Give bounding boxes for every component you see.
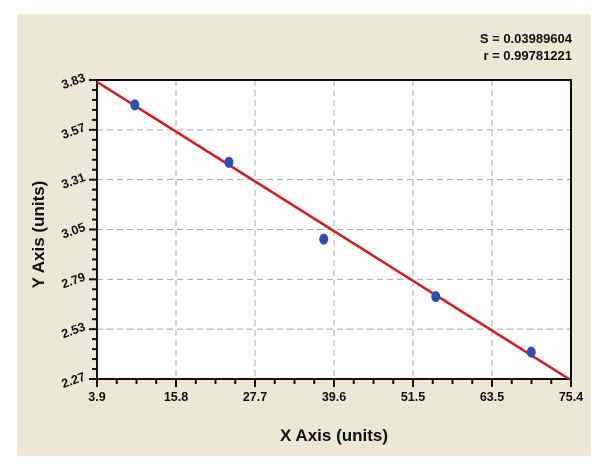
x-tick-label: 27.7 <box>243 390 267 404</box>
data-point <box>431 291 441 303</box>
data-point <box>319 233 329 245</box>
y-tick-label: 3.31 <box>60 170 88 191</box>
fit-line <box>96 80 570 381</box>
x-tick-label: 15.8 <box>164 390 188 404</box>
plot-area: 3.9 15.8 27.7 39.6 51.5 63.5 75.4 2.27 2.53 2.79 3… <box>29 71 583 445</box>
y-tick-label: 2.53 <box>60 320 88 341</box>
y-tick-label: 2.79 <box>60 270 88 291</box>
x-axis-title: X Axis (units) <box>280 426 388 445</box>
y-tick-label: 2.27 <box>60 370 88 391</box>
x-tick-label: 51.5 <box>401 390 425 404</box>
data-point <box>224 156 234 168</box>
x-tick-label: 63.5 <box>480 390 504 404</box>
fit-statistics: S = 0.03989604 r = 0.99781221 <box>480 30 572 64</box>
y-tick-label: 3.83 <box>60 71 88 92</box>
x-tick-label: 75.4 <box>559 390 583 404</box>
x-tick-label: 3.9 <box>88 390 105 404</box>
data-point <box>526 346 536 358</box>
s-statistic: S = 0.03989604 <box>479 31 572 46</box>
data-point <box>130 99 140 111</box>
y-tick-label: 3.57 <box>60 120 88 141</box>
y-tick-label: 3.05 <box>60 220 88 241</box>
y-axis-title: Y Axis (units) <box>29 181 48 289</box>
x-tick-label: 39.6 <box>322 390 346 404</box>
r-statistic: r = 0.99781221 <box>483 48 572 63</box>
